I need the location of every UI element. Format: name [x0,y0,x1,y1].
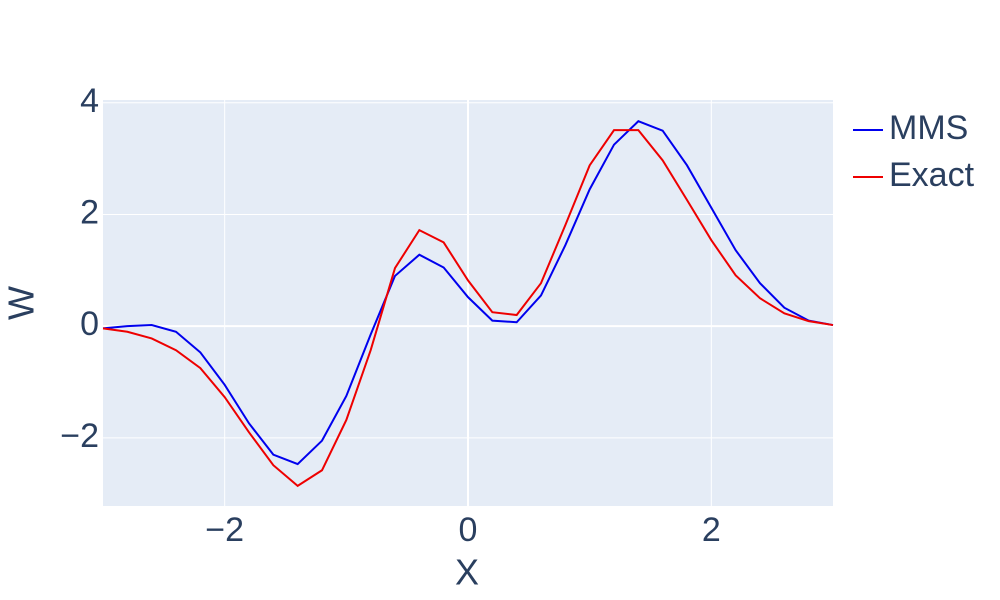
x-tick-label: −2 [205,511,244,549]
line-series [102,120,834,466]
y-tick-label: −2 [60,417,99,455]
y-axis-title: W [1,286,42,320]
x-tick-label: 2 [702,511,721,549]
y-tick-label: 4 [80,82,99,120]
y-tick-label: 2 [80,193,99,231]
y-tick-label: 0 [80,305,99,343]
legend-label: Exact [889,156,975,194]
x-axis-title: X [455,552,479,593]
legend-label: MMS [889,109,968,147]
x-tick-label: 0 [459,511,478,549]
line-series [102,129,834,488]
